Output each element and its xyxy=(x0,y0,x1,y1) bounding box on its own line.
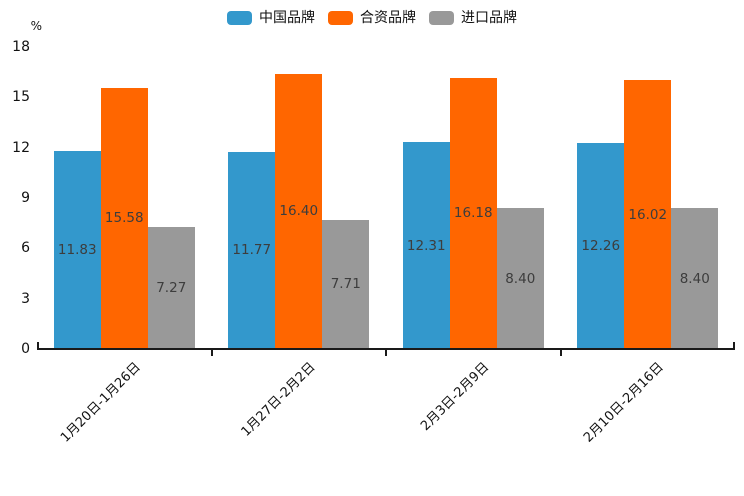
bar-s1-c2 xyxy=(449,77,497,349)
y-tick-label: 18 xyxy=(12,39,30,55)
bar-value-label-s1-c0: 15.58 xyxy=(104,210,144,227)
bar-s0-c3 xyxy=(577,143,625,349)
legend-item-0[interactable]: 中国品牌 xyxy=(227,11,315,25)
x-axis-tick xyxy=(210,350,213,356)
bar-value-label-s0-c1: 11.77 xyxy=(232,242,272,259)
y-tick-label: 12 xyxy=(12,139,30,156)
x-tick-label-2: 2月3日-2月9日 xyxy=(418,359,493,434)
bar-s2-c1 xyxy=(322,219,370,349)
y-tick-label: 0 xyxy=(21,341,30,357)
x-axis-line xyxy=(37,348,735,350)
x-tick-label-0: 1月20日-1月26日 xyxy=(57,359,144,446)
legend-swatch-icon xyxy=(429,11,454,25)
bar-value-label-s0-c0: 11.83 xyxy=(57,241,97,258)
legend-swatch-icon xyxy=(227,11,252,25)
legend-item-1[interactable]: 合资品牌 xyxy=(328,11,416,25)
bar-s2-c3 xyxy=(671,208,719,349)
bar-s2-c2 xyxy=(496,208,544,349)
bar-s0-c2 xyxy=(402,142,450,349)
legend-label: 进口品牌 xyxy=(461,10,517,26)
legend-swatch-icon xyxy=(328,11,353,25)
axis-end-cap xyxy=(733,342,735,348)
bar-s0-c0 xyxy=(53,150,101,349)
axis-end-cap xyxy=(37,342,39,348)
x-tick-label-1: 1月27日-2月2日 xyxy=(238,359,319,440)
bar-value-label-s1-c2: 16.18 xyxy=(453,205,493,222)
y-tick-label: 9 xyxy=(21,190,30,206)
bar-s0-c1 xyxy=(228,151,276,349)
bar-value-label-s0-c3: 12.26 xyxy=(581,238,621,255)
bar-value-label-s1-c1: 16.40 xyxy=(279,203,319,220)
bar-s1-c0 xyxy=(100,87,148,349)
bar-value-label-s1-c3: 16.02 xyxy=(628,206,668,223)
legend-label: 中国品牌 xyxy=(259,10,315,26)
bar-value-label-s2-c2: 8.40 xyxy=(505,270,536,287)
bar-s1-c3 xyxy=(624,80,672,349)
bar-value-label-s0-c2: 12.31 xyxy=(406,237,446,254)
y-tick-label: 3 xyxy=(21,290,30,307)
x-tick-label-3: 2月10日-2月16日 xyxy=(581,359,668,446)
legend: 中国品牌 合资品牌 进口品牌 xyxy=(0,11,744,25)
x-axis-tick xyxy=(385,350,387,356)
bar-s1-c1 xyxy=(275,73,323,349)
y-tick-label: 15 xyxy=(12,89,30,106)
bar-value-label-s2-c3: 8.40 xyxy=(679,270,710,287)
legend-item-2[interactable]: 进口品牌 xyxy=(429,11,517,25)
bar-value-label-s2-c0: 7.27 xyxy=(156,280,187,296)
bar-value-label-s2-c1: 7.71 xyxy=(330,276,361,293)
y-axis-unit-label: % xyxy=(30,19,42,33)
bar-s2-c0 xyxy=(147,227,195,349)
legend-label: 合资品牌 xyxy=(360,10,416,26)
x-axis-tick xyxy=(559,350,562,356)
y-tick-label: 6 xyxy=(21,240,30,257)
